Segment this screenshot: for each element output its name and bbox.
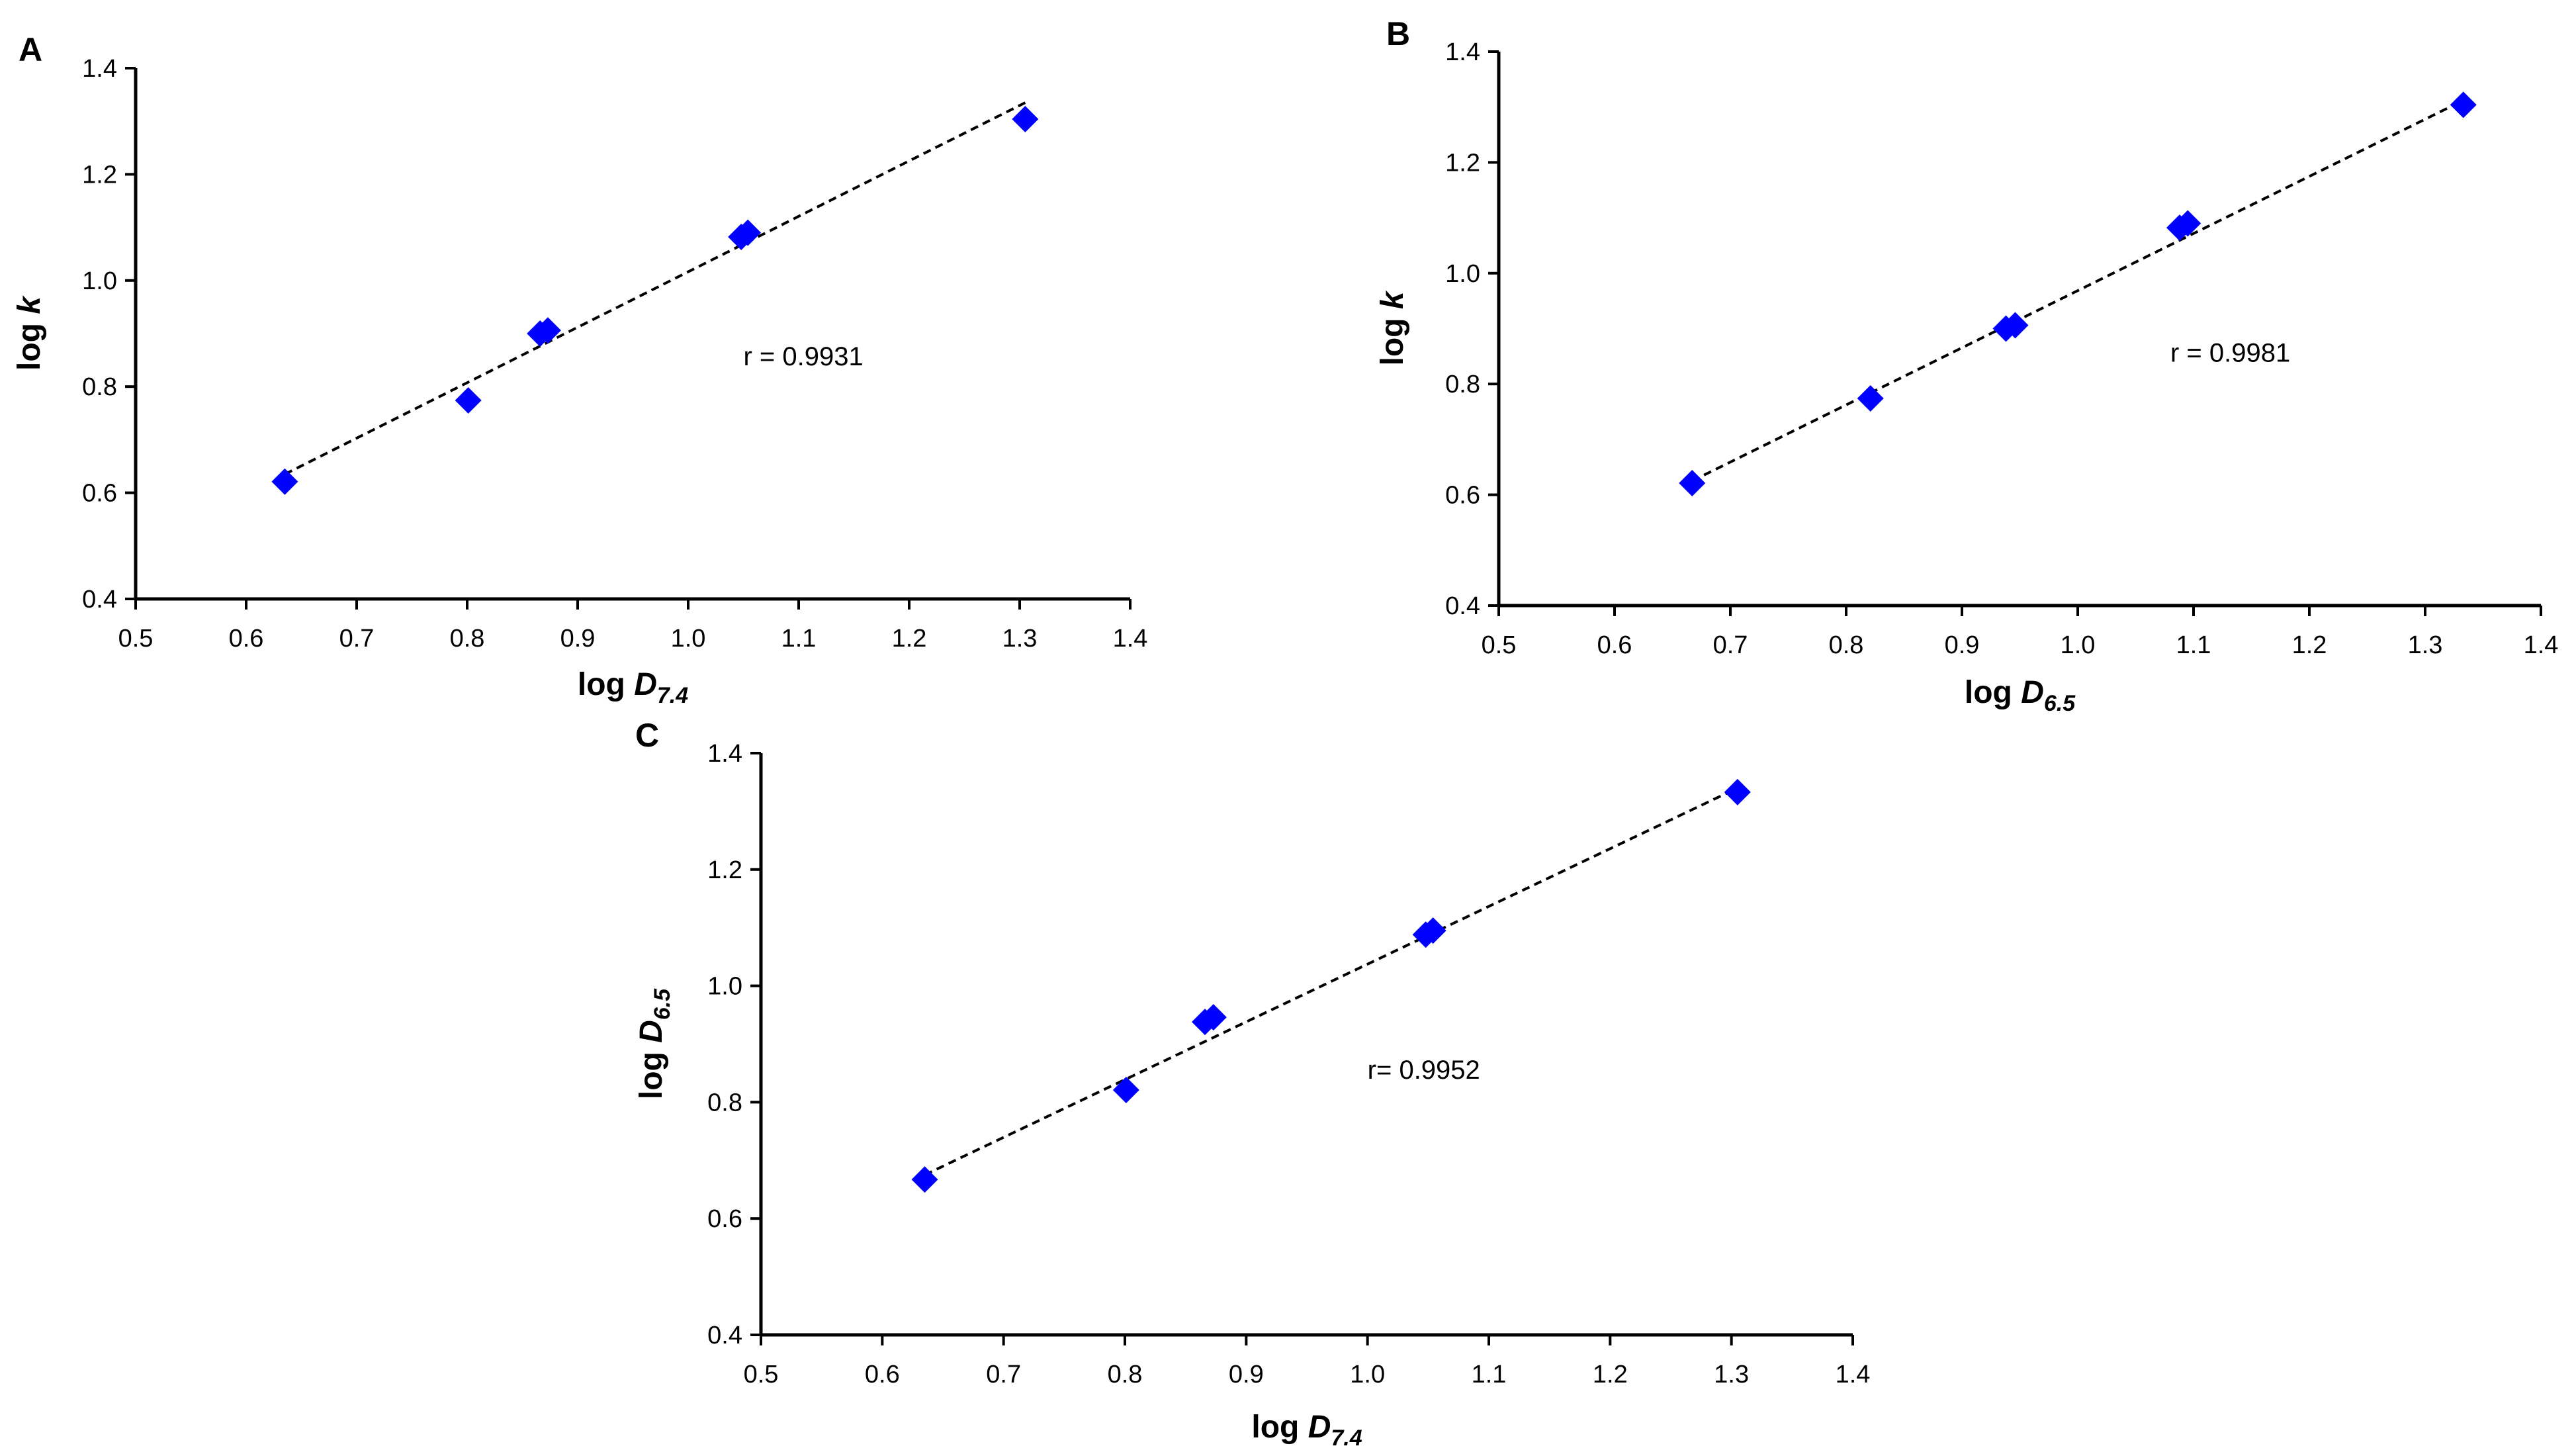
data-point (271, 468, 298, 495)
data-point (1857, 385, 1884, 412)
x-axis-title: log D7.4 (1251, 1410, 1362, 1451)
y-tick-label: 1.0 (1445, 260, 1480, 288)
y-tick-label: 1.4 (707, 740, 742, 768)
x-tick-label: 1.3 (1714, 1361, 1749, 1388)
x-tick-label: 1.0 (2061, 631, 2096, 659)
correlation-label: r= 0.9952 (1368, 1056, 1480, 1085)
data-point (1724, 778, 1751, 805)
data-point (734, 219, 762, 246)
chart-panel-b: 0.5 0.6 0.7 0.8 0.9 1.0 1.1 1.2 1.3 1.4 0.4 0.6 0.8 1… (1375, 15, 2558, 716)
y-tick-label: 0.6 (707, 1205, 742, 1233)
x-tick-label: 1.1 (2176, 631, 2211, 659)
y-tick-label: 0.8 (1445, 371, 1480, 398)
chart-panel-a: 0.5 0.6 0.7 0.8 0.9 1.0 1.1 1.2 1.3 1.4 0.4 0.6 0.8 1… (12, 31, 1147, 708)
correlation-label: r = 0.9981 (2170, 339, 2290, 368)
y-tick-label: 0.8 (82, 373, 117, 401)
trendline (284, 101, 1026, 476)
x-tick-label: 0.9 (1229, 1361, 1264, 1388)
y-tick-label: 0.4 (707, 1322, 742, 1349)
chart-panel-c: 0.5 0.6 0.7 0.8 0.9 1.0 1.1 1.2 1.3 1.4 0.4 0.6 0.8 1… (634, 717, 1870, 1451)
x-tick-label: 0.5 (744, 1361, 779, 1388)
x-tick-label: 1.4 (1836, 1361, 1871, 1388)
correlation-label: r = 0.9931 (744, 342, 864, 371)
data-point (911, 1166, 938, 1193)
x-tick-label: 1.4 (1113, 625, 1148, 653)
x-tick-label: 0.7 (1713, 631, 1748, 659)
x-tick-label: 1.2 (1593, 1361, 1628, 1388)
data-point (1012, 105, 1039, 132)
panel-label: B (1386, 15, 1410, 52)
y-tick-label: 0.8 (707, 1089, 742, 1116)
x-tick-label: 0.6 (865, 1361, 900, 1388)
x-tick-label: 0.5 (118, 625, 154, 653)
x-tick-label: 1.4 (2524, 631, 2559, 659)
x-tick-label: 0.6 (1597, 631, 1632, 659)
y-tick-label: 1.0 (82, 267, 117, 295)
x-tick-label: 1.0 (1350, 1361, 1385, 1388)
data-point (2002, 312, 2029, 339)
y-tick-label: 1.2 (707, 856, 742, 884)
x-tick-label: 0.8 (1108, 1361, 1143, 1388)
y-axis-title: log k (1375, 290, 1410, 365)
data-point (534, 317, 561, 344)
x-tick-label: 1.1 (781, 625, 817, 653)
data-point (2450, 91, 2477, 118)
x-axis-title: log D7.4 (578, 667, 688, 708)
y-tick-label: 0.4 (82, 586, 117, 613)
data-point (1112, 1076, 1139, 1103)
x-tick-label: 0.8 (450, 625, 485, 653)
x-tick-label: 0.7 (986, 1361, 1021, 1388)
x-tick-label: 0.7 (339, 625, 375, 653)
x-tick-label: 1.2 (892, 625, 927, 653)
y-tick-label: 1.2 (82, 161, 117, 189)
y-axis-title: log k (12, 295, 47, 371)
y-tick-label: 0.4 (1445, 592, 1480, 620)
panel-label: C (635, 717, 659, 754)
x-tick-label: 1.2 (2292, 631, 2327, 659)
x-tick-label: 0.8 (1829, 631, 1864, 659)
y-tick-label: 1.2 (1445, 149, 1480, 177)
x-tick-label: 0.5 (1482, 631, 1517, 659)
y-tick-label: 0.6 (82, 480, 117, 508)
panel-label: A (19, 31, 42, 68)
x-tick-label: 0.9 (560, 625, 596, 653)
x-tick-label: 1.0 (671, 625, 706, 653)
x-tick-label: 1.1 (1472, 1361, 1507, 1388)
y-axis-title: log D6.5 (634, 988, 675, 1099)
x-tick-label: 0.9 (1945, 631, 1980, 659)
trendline (924, 786, 1738, 1177)
data-point (2174, 210, 2201, 237)
x-tick-label: 0.6 (229, 625, 264, 653)
x-axis-title: log D6.5 (1965, 675, 2076, 716)
x-tick-label: 1.3 (1002, 625, 1038, 653)
y-tick-label: 0.6 (1445, 482, 1480, 510)
trendline (1691, 99, 2464, 482)
data-point (1419, 917, 1446, 944)
data-point (1679, 470, 1706, 497)
data-point (1200, 1004, 1227, 1031)
x-tick-label: 1.3 (2408, 631, 2443, 659)
y-tick-label: 1.4 (1445, 38, 1480, 66)
y-tick-label: 1.4 (82, 55, 117, 83)
data-point (455, 387, 482, 414)
y-tick-label: 1.0 (707, 973, 742, 1001)
